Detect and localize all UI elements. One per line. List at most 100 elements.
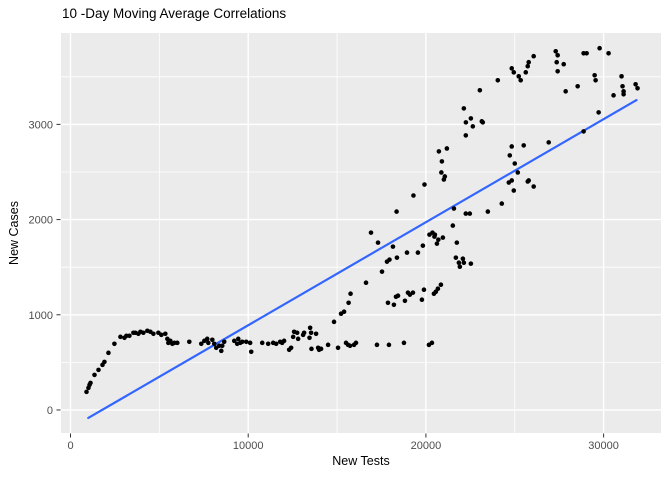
data-point [515,170,521,175]
x-axis-title: New Tests [332,454,390,468]
data-point [620,84,625,89]
data-point [281,338,287,344]
data-point [611,93,616,98]
data-point [368,230,374,235]
data-point [429,340,435,346]
data-point [390,244,396,249]
data-point [318,346,324,352]
data-point [521,143,527,148]
data-point [102,359,107,365]
data-point [239,339,245,345]
data-point [420,243,426,248]
data-point [309,346,314,352]
data-point [395,293,401,299]
data-point [421,287,427,293]
data-point [555,68,560,74]
data-point [546,140,551,145]
data-point [442,174,448,179]
x-tick-label: 20000 [411,440,442,452]
data-point [295,336,301,342]
data-point [374,342,380,348]
data-point [385,300,391,306]
data-point [531,184,536,189]
data-point [231,338,237,344]
data-point [451,206,457,211]
data-point [402,298,408,304]
data-point [211,341,217,347]
data-point [259,340,265,346]
plot-panel [61,33,661,433]
data-point [235,336,241,342]
y-tick-label: 0 [47,405,53,417]
data-point [485,209,491,214]
data-point [151,331,156,337]
data-point [375,240,381,245]
data-point [526,178,532,183]
data-point [596,110,601,115]
data-point [456,260,462,266]
data-point [434,241,440,246]
data-point [436,237,441,242]
data-point [118,334,123,340]
data-point [175,340,180,346]
data-point [432,232,438,237]
data-point [512,161,518,166]
data-point [422,182,427,187]
data-point [523,70,529,75]
data-point [84,389,89,395]
data-point [247,340,253,346]
data-point [468,261,474,266]
data-point [561,61,567,67]
data-point [440,235,446,240]
data-point [331,319,337,325]
data-point [439,159,445,164]
data-point [450,223,456,228]
data-point [461,260,467,266]
data-point [554,59,559,65]
data-point [435,286,441,291]
data-point [621,92,626,97]
data-point [463,120,469,125]
data-point [509,144,515,149]
data-point [159,332,164,338]
data-point [307,335,312,341]
data-point [243,339,249,345]
data-point [436,149,442,154]
data-point [635,86,640,91]
data-point [198,341,204,347]
data-point [461,106,467,111]
x-tick-label: 0 [67,440,73,452]
data-point [141,330,146,336]
data-point [555,52,560,58]
data-point [495,78,501,83]
data-point [553,48,559,54]
data-point [509,178,515,183]
trend-line [87,99,638,420]
data-point [507,153,513,158]
data-point [467,211,473,216]
data-point [454,240,460,245]
data-point [387,257,392,262]
data-point [581,129,586,134]
data-point [394,209,399,214]
data-point [619,74,624,79]
data-point [460,256,466,262]
data-point [290,334,296,340]
data-point [348,291,353,297]
data-point [509,66,515,71]
data-point [593,78,598,83]
data-point [218,348,224,354]
data-point [419,297,425,303]
data-point [404,250,410,255]
data-point [479,119,485,124]
data-point [401,340,407,346]
data-point [204,336,210,342]
y-tick-label: 3000 [29,119,53,131]
data-point [511,70,517,75]
data-point [335,345,341,351]
data-point [265,341,271,347]
x-tick-label: 10000 [233,440,264,452]
data-point [453,255,459,260]
